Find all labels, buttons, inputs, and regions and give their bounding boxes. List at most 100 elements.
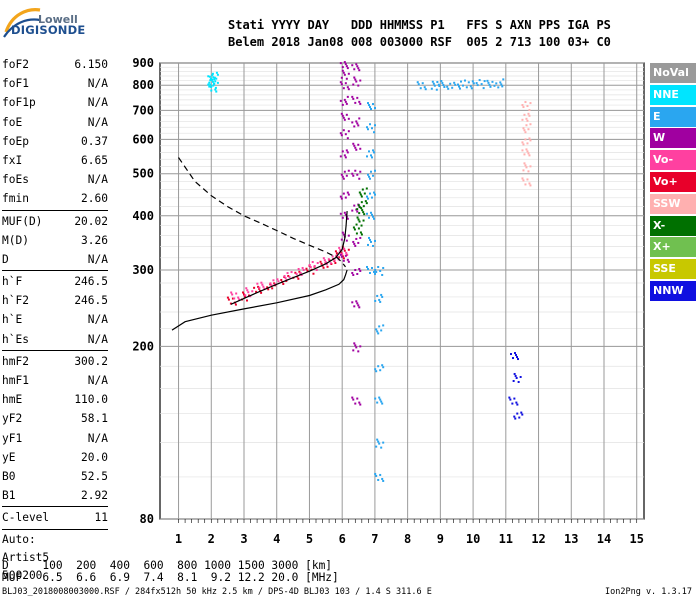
echo-point xyxy=(527,170,530,173)
echo-point xyxy=(354,78,357,81)
param-value: N/A xyxy=(87,252,108,266)
echo-point xyxy=(323,259,326,262)
param-row: yF2 58.1 xyxy=(2,409,108,428)
echo-point xyxy=(359,231,362,234)
param-name: hmF2 xyxy=(2,354,29,368)
echo-point xyxy=(353,228,356,231)
echo-point xyxy=(208,75,211,78)
echo-point xyxy=(352,97,355,100)
echo-point xyxy=(436,81,439,84)
echo-point xyxy=(368,236,370,239)
echo-point xyxy=(345,174,348,177)
echo-point xyxy=(378,325,381,328)
echo-point xyxy=(513,415,516,418)
echo-point xyxy=(376,401,379,404)
echo-point xyxy=(526,119,529,122)
param-name: D xyxy=(2,252,9,266)
echo-point xyxy=(524,164,527,167)
params-group-1: foF2 6.150 foF1 N/A foF1p N/A foE N/A foEp 0.37 fx… xyxy=(2,55,108,209)
echo-point xyxy=(353,242,356,245)
echo-point xyxy=(269,282,272,285)
echo-point xyxy=(513,397,516,400)
params-group-4: hmF2 300.2 hmF1 N/A hmE 110.0 yF2 58.1 yF1 N/A yE 2… xyxy=(2,352,108,506)
echo-point xyxy=(379,300,382,303)
echo-point xyxy=(341,252,344,255)
param-name: yF1 xyxy=(2,431,23,445)
echo-point xyxy=(381,364,384,367)
echo-point xyxy=(374,268,377,271)
echo-point xyxy=(216,73,219,76)
param-value: 20.0 xyxy=(81,450,108,464)
echo-point xyxy=(344,196,347,199)
echo-point xyxy=(522,179,525,182)
legend-item: W xyxy=(650,128,696,149)
echo-point xyxy=(344,100,347,103)
param-value: 11 xyxy=(94,511,108,525)
echo-point xyxy=(339,155,342,158)
echo-point xyxy=(374,239,376,242)
echo-point xyxy=(344,82,347,85)
echo-point xyxy=(359,79,362,82)
echo-point xyxy=(357,143,360,146)
echo-point xyxy=(522,127,525,130)
param-name: foEp xyxy=(2,134,29,148)
echo-point xyxy=(258,286,261,289)
param-value: N/A xyxy=(87,374,108,387)
echo-point xyxy=(462,84,464,87)
echo-point xyxy=(356,122,359,125)
echo-point xyxy=(374,272,376,275)
echo-point xyxy=(216,81,219,84)
echo-point xyxy=(374,397,377,400)
param-value: N/A xyxy=(87,115,108,129)
param-name: foF2 xyxy=(2,58,29,71)
echo-point xyxy=(339,248,342,251)
echo-point xyxy=(363,192,366,195)
param-name: yF2 xyxy=(2,412,23,426)
echo-point xyxy=(359,147,362,150)
param-value: 6.65 xyxy=(81,153,108,167)
echo-point xyxy=(431,80,434,83)
param-value: N/A xyxy=(87,332,108,346)
profile-trace xyxy=(171,269,348,331)
echo-point xyxy=(360,207,363,210)
echo-point xyxy=(269,283,272,286)
echo-point xyxy=(373,217,375,220)
echo-point xyxy=(417,83,420,86)
echo-point xyxy=(300,273,303,276)
echo-point xyxy=(378,442,381,445)
echo-point xyxy=(367,173,369,176)
echo-point xyxy=(273,282,276,285)
echo-point xyxy=(207,75,210,78)
echo-point xyxy=(324,261,327,264)
echo-point xyxy=(435,88,438,91)
echo-point xyxy=(357,350,360,353)
echo-point xyxy=(346,258,349,261)
echo-point xyxy=(344,213,347,216)
profile-trace xyxy=(230,211,348,305)
echo-point xyxy=(340,83,343,86)
y-tick-label: 400 xyxy=(132,209,154,223)
echo-point xyxy=(519,375,522,378)
x-tick-label: 1 xyxy=(175,532,182,546)
echo-point xyxy=(514,417,517,420)
echo-point xyxy=(341,103,344,106)
echo-point xyxy=(282,282,285,285)
echo-point xyxy=(255,290,258,293)
echo-point xyxy=(500,83,503,86)
echo-point xyxy=(352,142,355,145)
param-name: hmE xyxy=(2,393,23,407)
echo-point xyxy=(290,271,293,274)
echo-point xyxy=(514,374,517,377)
echo-point xyxy=(357,227,360,230)
echo-point xyxy=(358,177,361,180)
echo-point xyxy=(340,238,343,241)
echo-point xyxy=(208,85,211,88)
echo-point xyxy=(341,255,344,258)
echo-point xyxy=(376,294,379,297)
echo-point xyxy=(358,220,361,223)
legend-item: Vo+ xyxy=(650,171,696,192)
x-tick-label: 7 xyxy=(371,532,378,546)
echo-point xyxy=(210,89,213,92)
echo-point xyxy=(521,177,524,180)
echo-point xyxy=(525,117,528,120)
